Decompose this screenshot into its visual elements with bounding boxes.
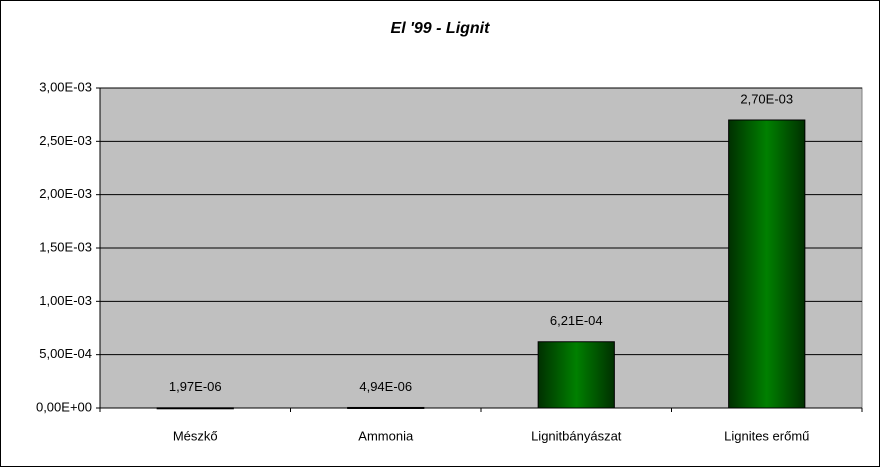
y-tick-label: 0,00E+00 [36,399,92,414]
y-tick-label: 3,00E-03 [39,79,92,94]
bar [156,407,234,410]
y-tick-label: 2,50E-03 [39,133,92,148]
x-tick-label: Lignitbányászat [531,428,622,443]
bar [728,119,806,409]
value-label: 6,21E-04 [550,313,603,328]
value-label: 2,70E-03 [740,91,793,106]
bar [537,341,615,409]
y-tick-label: 1,50E-03 [39,239,92,254]
chart-title: El '99 - Lignit [391,20,491,37]
x-tick-label: Lignites erőmű [724,428,809,443]
x-tick-label: Mészkő [173,428,218,443]
value-label: 1,97E-06 [169,379,222,394]
x-tick-label: Ammonia [358,428,414,443]
y-tick-label: 5,00E-04 [39,346,92,361]
y-tick-label: 2,00E-03 [39,186,92,201]
value-label: 4,94E-06 [359,379,412,394]
bar [347,406,425,409]
y-tick-label: 1,00E-03 [39,293,92,308]
